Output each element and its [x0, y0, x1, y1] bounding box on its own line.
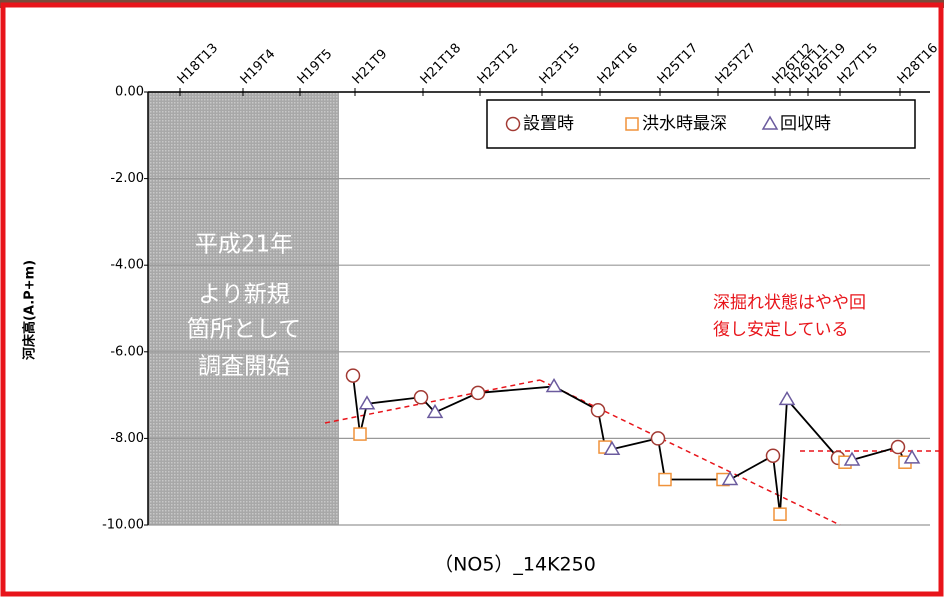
- marker: [545, 377, 563, 393]
- region-note: 平成21年 より新規 箇所として 調査開始: [187, 232, 301, 380]
- legend-marker: [761, 115, 779, 130]
- y-tick-label: -8.00: [110, 431, 144, 446]
- legend-label: 回収時: [780, 114, 831, 134]
- marker: [890, 439, 906, 455]
- y-tick-label: -6.00: [110, 344, 144, 359]
- legend-marker: [625, 117, 639, 131]
- marker: [765, 448, 781, 463]
- legend-label: 設置時: [523, 114, 574, 134]
- marker: [903, 449, 921, 464]
- marker: [650, 431, 666, 446]
- chart-title: （NO5）_14K250: [434, 554, 596, 576]
- marker: [843, 451, 861, 466]
- legend: [486, 99, 916, 149]
- marker: [353, 427, 367, 441]
- note-line: 箇所として: [187, 317, 301, 343]
- note-line: 深掘れ状態はやや回: [713, 293, 866, 313]
- marker: [778, 390, 796, 406]
- legend-marker: [505, 116, 521, 132]
- trend-note: 深掘れ状態はやや回 復し安定している: [713, 293, 866, 340]
- marker: [658, 472, 672, 487]
- y-tick-label: 0.00: [115, 85, 144, 100]
- trend-line: [324, 379, 541, 424]
- trend-line: [539, 379, 841, 526]
- marker: [590, 403, 606, 418]
- note-line: 復し安定している: [713, 320, 849, 340]
- legend-label: 洪水時最深: [642, 114, 727, 134]
- y-axis-label: 河床高(A.P+m): [22, 260, 38, 360]
- note-line: より新規: [198, 282, 290, 308]
- marker: [345, 368, 361, 383]
- marker: [413, 390, 429, 405]
- note-line: 平成21年: [195, 232, 293, 258]
- y-tick-label: -4.00: [110, 258, 144, 273]
- y-tick-label: -10.00: [102, 518, 144, 533]
- unsurveyed-region: [148, 92, 339, 525]
- note-line: 調査開始: [198, 354, 290, 380]
- marker: [470, 385, 486, 401]
- marker: [721, 471, 739, 486]
- y-tick-label: -2.00: [110, 171, 144, 186]
- marker: [603, 440, 621, 455]
- marker: [773, 507, 787, 521]
- marker: [358, 395, 376, 410]
- marker: [426, 403, 444, 419]
